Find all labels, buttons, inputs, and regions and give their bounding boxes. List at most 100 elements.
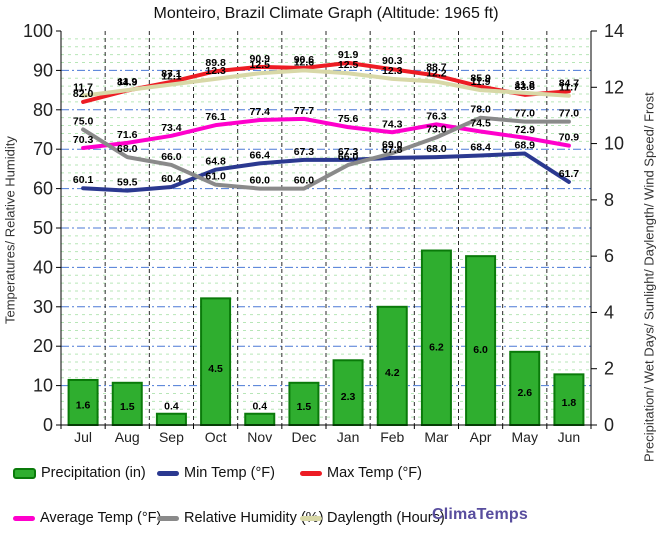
- point-label-average-temp-f: 76.3: [426, 110, 447, 122]
- point-label-max-temp-f: 87.1: [161, 68, 182, 80]
- legend-item-min-temp-f: Min Temp (°F): [157, 464, 275, 482]
- precipitation-bar: [200, 297, 232, 427]
- point-label-average-temp-f: 77.7: [294, 105, 315, 117]
- point-label-min-temp-f: 60.1: [73, 174, 94, 186]
- point-label-relative-humidity: 68.0: [117, 143, 138, 155]
- point-label-daylength-hours: 12.1: [161, 70, 182, 82]
- series-line-relative-humidity: [81, 115, 571, 191]
- bar-value-label: 1.8: [562, 397, 577, 409]
- legend-label: Precipitation (in): [41, 465, 146, 481]
- chart-title: Monteiro, Brazil Climate Graph (Altitude…: [153, 5, 499, 22]
- precipitation-bar: [67, 378, 99, 427]
- left-tick-label: 60: [33, 179, 53, 199]
- point-label-average-temp-f: 77.4: [250, 106, 271, 118]
- left-tick-label: 90: [33, 60, 53, 80]
- left-tick-label: 10: [33, 376, 53, 396]
- point-label-daylength-hours: 11.7: [73, 82, 93, 94]
- point-label-max-temp-f: 88.7: [426, 62, 447, 74]
- point-label-average-temp-f: 72.9: [515, 124, 536, 136]
- point-label-max-temp-f: 84.7: [559, 77, 580, 89]
- right-tick-label: 6: [604, 246, 614, 266]
- precipitation-bar: [553, 373, 585, 427]
- point-label-relative-humidity: 60.0: [294, 175, 315, 187]
- month-label: Jun: [558, 429, 581, 445]
- point-label-max-temp-f: 90.9: [250, 53, 271, 65]
- point-label-average-temp-f: 76.1: [205, 111, 226, 123]
- precipitation-bar: [244, 412, 276, 427]
- bar-value-label: 2.3: [341, 391, 356, 403]
- precipitation-bar: [332, 359, 364, 426]
- legend-item-relative-humidity: Relative Humidity (%): [157, 509, 323, 527]
- point-label-daylength-hours: 11.7: [559, 82, 579, 94]
- right-tick-label: 2: [604, 359, 614, 379]
- precipitation-bar: [288, 381, 320, 426]
- average-temp-f-swatch: [13, 515, 35, 521]
- climatemps-logo: ClimaTemps: [432, 506, 528, 523]
- legend-label: Average Temp (°F): [40, 510, 162, 526]
- point-label-relative-humidity: 73.0: [426, 123, 447, 135]
- month-label: Aug: [115, 429, 140, 445]
- bar-value-label: 2.6: [517, 387, 532, 399]
- bar-value-label: 6.2: [429, 341, 444, 353]
- month-label: Mar: [424, 429, 448, 445]
- left-tick-label: 100: [23, 21, 53, 41]
- right-tick-label: 12: [604, 77, 624, 97]
- precipitation-bar: [420, 249, 452, 426]
- legend-item-max-temp-f: Max Temp (°F): [300, 464, 422, 482]
- left-tick-label: 30: [33, 297, 53, 317]
- point-label-daylength-hours: 11.9: [471, 76, 491, 88]
- month-label: Oct: [205, 429, 227, 445]
- relative-humidity-swatch: [157, 515, 179, 521]
- left-tick-label: 0: [43, 415, 53, 435]
- point-label-max-temp-f: 83.8: [515, 81, 536, 93]
- month-label: Jul: [74, 429, 92, 445]
- right-tick-label: 14: [604, 21, 624, 41]
- point-label-relative-humidity: 60.0: [250, 175, 271, 187]
- legend-label: Min Temp (°F): [184, 465, 275, 481]
- point-label-average-temp-f: 74.3: [382, 118, 403, 130]
- point-label-max-temp-f: 89.8: [205, 57, 226, 69]
- legend-item-precipitation-in: Precipitation (in): [13, 464, 146, 482]
- month-label: Jan: [337, 429, 360, 445]
- precipitation-bar: [111, 381, 143, 426]
- precipitation-bar: [155, 412, 187, 427]
- point-label-max-temp-f: 82.0: [73, 88, 94, 100]
- point-label-max-temp-f: 85.9: [470, 73, 491, 85]
- point-label-min-temp-f: 68.0: [426, 143, 447, 155]
- climate-chart: 0 10 20 30 40 50 60 70 80 90 100 0 2 4 6 8 10 12 14 Jul Aug S…: [23, 21, 624, 445]
- left-tick-label: 40: [33, 257, 53, 277]
- right-tick-label: 10: [604, 134, 624, 154]
- month-label: Apr: [470, 429, 492, 445]
- point-label-relative-humidity: 66.0: [161, 151, 182, 163]
- left-tick-label: 50: [33, 218, 53, 238]
- point-label-relative-humidity: 69.0: [382, 139, 403, 151]
- point-label-max-temp-f: 91.9: [338, 49, 359, 61]
- chart-legend: Precipitation (in) Min Temp (°F) Max Temp …: [0, 450, 661, 543]
- point-label-min-temp-f: 59.5: [117, 177, 138, 189]
- bar-value-label: 1.5: [120, 401, 135, 413]
- bar-value-label: 1.6: [76, 400, 91, 412]
- bar-value-label: 0.4: [252, 401, 267, 413]
- point-label-daylength-hours: 12.6: [294, 56, 315, 68]
- point-label-average-temp-f: 74.5: [470, 117, 491, 129]
- point-label-daylength-hours: 12.3: [205, 65, 226, 77]
- min-temp-f-swatch: [157, 470, 179, 476]
- legend-label: Relative Humidity (%): [184, 510, 324, 526]
- legend-label: Max Temp (°F): [327, 465, 422, 481]
- bar-value-label: 6.0: [473, 344, 488, 356]
- left-tick-label: 70: [33, 139, 53, 159]
- series-line-average-temp-f: [81, 116, 571, 151]
- point-label-min-temp-f: 68.9: [515, 140, 536, 152]
- point-label-average-temp-f: 73.4: [161, 122, 182, 134]
- bar-value-label: 4.5: [208, 363, 223, 375]
- precipitation-bar: [376, 305, 408, 426]
- daylength-hours-swatch: [300, 515, 322, 521]
- bar-value-label: 1.5: [297, 401, 312, 413]
- precipitation-in-swatch: [13, 467, 36, 479]
- legend-label: Daylength (Hours): [327, 510, 445, 526]
- legend-item-daylength-hours: Daylength (Hours): [300, 509, 445, 527]
- point-label-relative-humidity: 78.0: [470, 104, 491, 116]
- point-label-relative-humidity: 66.0: [338, 151, 359, 163]
- month-label: May: [512, 429, 538, 445]
- bar-value-label: 4.2: [385, 367, 400, 379]
